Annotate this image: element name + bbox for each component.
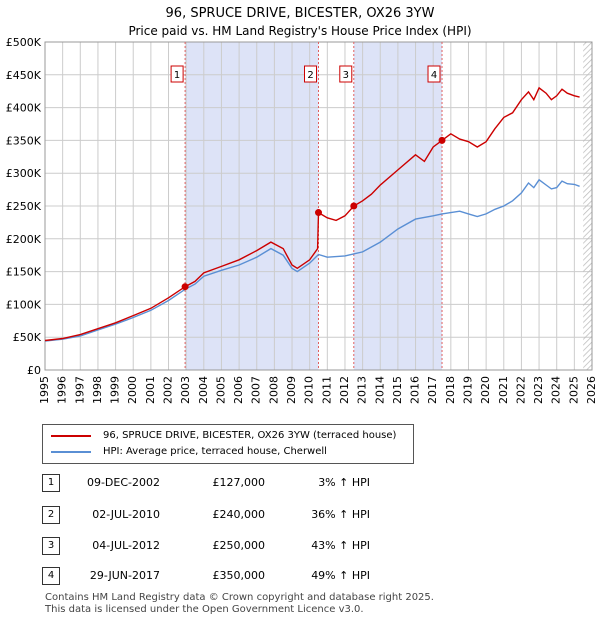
transaction-hpi-diff: 49% ↑ HPI bbox=[311, 569, 370, 582]
forecast-hatch bbox=[583, 42, 592, 370]
sale-marker-box bbox=[427, 65, 441, 83]
x-tick-label: 2018 bbox=[444, 376, 457, 404]
y-tick-label: £350K bbox=[6, 134, 42, 147]
y-tick-label: £300K bbox=[6, 167, 42, 180]
transaction-hpi-diff: 43% ↑ HPI bbox=[311, 539, 370, 552]
x-tick-label: 2001 bbox=[144, 376, 157, 404]
y-tick-label: £500K bbox=[6, 36, 42, 49]
sale-point bbox=[181, 283, 189, 291]
x-tick-label: 2006 bbox=[232, 376, 245, 404]
chart-title: 96, SPRUCE DRIVE, BICESTER, OX26 3YW bbox=[165, 6, 435, 21]
x-tick-label: 2010 bbox=[303, 376, 316, 404]
footer-license: This data is licensed under the Open Gov… bbox=[45, 604, 364, 615]
sale-marker-box bbox=[339, 65, 353, 83]
legend-swatch-property bbox=[51, 435, 91, 437]
x-tick-label: 1996 bbox=[56, 376, 69, 404]
transaction-row: 1 09-DEC-2002 £127,000 3% ↑ HPI bbox=[0, 474, 600, 494]
x-tick-label: 2002 bbox=[162, 376, 175, 404]
x-tick-label: 2019 bbox=[461, 376, 474, 404]
x-tick-label: 1997 bbox=[73, 376, 86, 404]
y-tick-label: £150K bbox=[6, 266, 42, 279]
x-tick-label: 2023 bbox=[532, 376, 545, 404]
transaction-date: 09-DEC-2002 bbox=[86, 476, 160, 489]
sale-point bbox=[350, 202, 358, 210]
transaction-number: 2 bbox=[42, 506, 60, 524]
transaction-price: £240,000 bbox=[212, 508, 266, 521]
x-tick-label: 2000 bbox=[126, 376, 139, 404]
sale-marker-label: 3 bbox=[343, 70, 349, 81]
price-chart: £0 £50K £100K £150K £200K £250K £300K £350K £400… bbox=[6, 36, 598, 404]
legend: 96, SPRUCE DRIVE, BICESTER, OX26 3YW (te… bbox=[42, 424, 414, 464]
sale-point bbox=[438, 136, 446, 144]
y-tick-label: £50K bbox=[13, 331, 42, 344]
x-tick-label: 2025 bbox=[567, 376, 580, 404]
sale-marker-label: 2 bbox=[307, 70, 313, 81]
x-tick-label: 2014 bbox=[373, 376, 386, 404]
transaction-price: £350,000 bbox=[212, 569, 266, 582]
legend-item-property: 96, SPRUCE DRIVE, BICESTER, OX26 3YW (te… bbox=[51, 428, 411, 444]
footer-copyright: Contains HM Land Registry data © Crown c… bbox=[45, 592, 434, 603]
transaction-price: £127,000 bbox=[212, 476, 266, 489]
x-tick-label: 2005 bbox=[214, 376, 227, 404]
x-tick-label: 2013 bbox=[356, 376, 369, 404]
transaction-row: 3 04-JUL-2012 £250,000 43% ↑ HPI bbox=[0, 537, 600, 557]
y-tick-label: £100K bbox=[6, 298, 42, 311]
series-line-hpi bbox=[44, 178, 580, 342]
chart-subtitle: Price paid vs. HM Land Registry's House … bbox=[128, 24, 472, 38]
x-tick-label: 2020 bbox=[479, 376, 492, 404]
x-tick-label: 2012 bbox=[338, 376, 351, 404]
x-tick-label: 2007 bbox=[250, 376, 263, 404]
x-tick-label: 2024 bbox=[550, 376, 563, 404]
transaction-hpi-diff: 3% ↑ HPI bbox=[318, 476, 370, 489]
y-tick-label: £0 bbox=[27, 364, 41, 377]
y-tick-label: £400K bbox=[6, 102, 42, 115]
transaction-price: £250,000 bbox=[212, 539, 266, 552]
series-line-property bbox=[44, 86, 580, 342]
x-tick-label: 1999 bbox=[109, 376, 122, 404]
x-tick-label: 2016 bbox=[409, 376, 422, 404]
x-tick-label: 2026 bbox=[585, 376, 598, 404]
sale-marker-label: 4 bbox=[431, 70, 437, 81]
x-tick-label: 2009 bbox=[285, 376, 298, 404]
sale-point bbox=[315, 209, 322, 217]
legend-item-hpi: HPI: Average price, terraced house, Cher… bbox=[51, 444, 411, 460]
x-tick-label: 2015 bbox=[391, 376, 404, 404]
x-tick-label: 2017 bbox=[426, 376, 439, 404]
transaction-number: 4 bbox=[42, 567, 60, 585]
x-tick-label: 2008 bbox=[267, 376, 280, 404]
transaction-number: 1 bbox=[42, 474, 60, 492]
y-tick-label: £250K bbox=[6, 200, 42, 213]
legend-label-hpi: HPI: Average price, terraced house, Cher… bbox=[103, 446, 327, 457]
transaction-row: 4 29-JUN-2017 £350,000 49% ↑ HPI bbox=[0, 567, 600, 587]
x-tick-label: 2003 bbox=[179, 376, 192, 404]
transaction-number: 3 bbox=[42, 537, 60, 555]
x-tick-label: 1998 bbox=[91, 376, 104, 404]
x-tick-label: 2011 bbox=[320, 376, 333, 404]
transaction-date: 04-JUL-2012 bbox=[92, 539, 160, 552]
sale-marker-box bbox=[170, 65, 184, 83]
y-tick-label: £200K bbox=[6, 233, 42, 246]
legend-swatch-hpi bbox=[51, 451, 91, 453]
sale-marker-box bbox=[304, 65, 317, 83]
transaction-date: 02-JUL-2010 bbox=[92, 508, 160, 521]
legend-label-property: 96, SPRUCE DRIVE, BICESTER, OX26 3YW (te… bbox=[103, 430, 397, 441]
x-tick-label: 2021 bbox=[497, 376, 510, 404]
sale-marker-label: 1 bbox=[174, 70, 180, 81]
x-tick-label: 2022 bbox=[514, 376, 527, 404]
x-tick-label: 1995 bbox=[38, 376, 51, 404]
transaction-hpi-diff: 36% ↑ HPI bbox=[311, 508, 370, 521]
x-tick-label: 2004 bbox=[197, 376, 210, 404]
transaction-date: 29-JUN-2017 bbox=[89, 569, 160, 582]
transaction-row: 2 02-JUL-2010 £240,000 36% ↑ HPI bbox=[0, 506, 600, 526]
y-tick-label: £450K bbox=[6, 69, 42, 82]
